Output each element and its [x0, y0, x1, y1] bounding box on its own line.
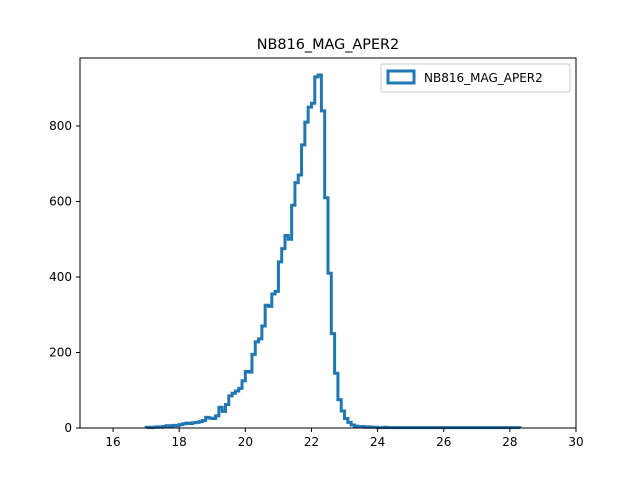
legend-label: NB816_MAG_APER2 — [424, 71, 543, 85]
chart-title: NB816_MAG_APER2 — [257, 37, 399, 53]
y-tick-label: 400 — [49, 270, 72, 284]
histogram-step-line — [144, 73, 522, 430]
y-tick-label: 200 — [49, 345, 72, 359]
y-axis: 0 200 400 600 800 — [49, 119, 80, 435]
x-axis: 16 18 20 22 24 26 28 30 — [105, 428, 584, 449]
y-tick-label: 800 — [49, 119, 72, 133]
legend-box — [380, 63, 571, 93]
x-tick-label: 22 — [304, 435, 319, 449]
legend-swatch — [386, 69, 416, 85]
y-tick-label: 600 — [49, 194, 72, 208]
x-tick-label: 20 — [238, 435, 253, 449]
x-tick-label: 16 — [105, 435, 120, 449]
x-tick-label: 28 — [502, 435, 517, 449]
y-tick-label: 0 — [64, 421, 72, 435]
legend: NB816_MAG_APER2 — [380, 63, 571, 93]
x-tick-label: 30 — [568, 435, 583, 449]
x-tick-label: 26 — [436, 435, 451, 449]
axes-frame — [79, 57, 577, 429]
x-tick-label: 24 — [370, 435, 385, 449]
plot-area — [144, 73, 522, 430]
x-tick-label: 18 — [172, 435, 187, 449]
